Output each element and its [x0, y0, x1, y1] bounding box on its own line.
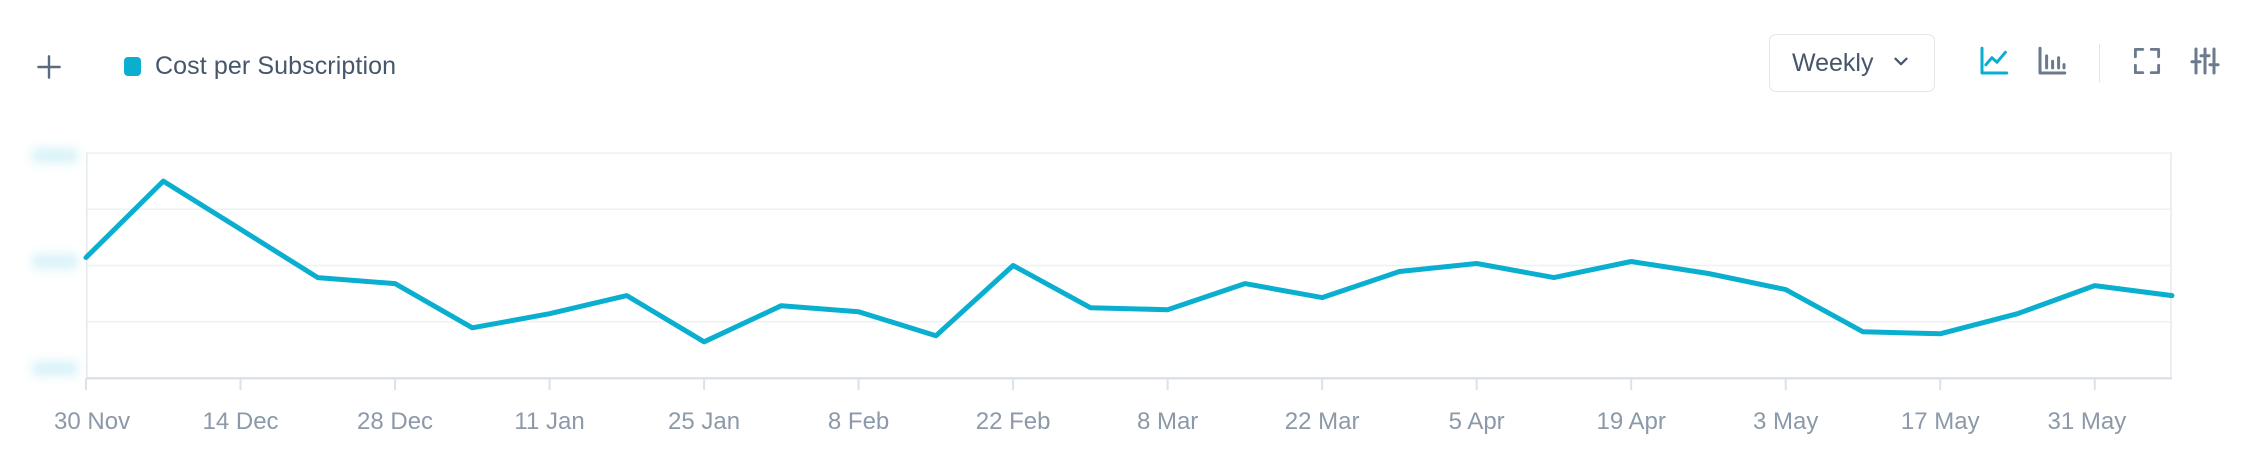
x-axis-labels: 30 Nov 14 Dec 28 Dec 11 Jan 25 Jan 8 Feb 22 Fe…: [0, 394, 2258, 462]
x-axis-label: 14 Dec: [202, 408, 279, 435]
bar-chart-toggle[interactable]: [2023, 34, 2081, 92]
y-axis-label-redacted: [32, 254, 78, 269]
granularity-value: Weekly: [1791, 48, 1874, 77]
chevron-down-icon: [1890, 50, 1912, 77]
legend-label: Cost per Subscription: [155, 52, 397, 80]
plus-icon: [32, 50, 66, 84]
x-axis-label: 8 Feb: [827, 408, 890, 435]
plot-canvas[interactable]: [83, 104, 2175, 394]
series-line-cost-per-subscription: [83, 178, 2175, 345]
x-axis-label: 31 May: [2047, 408, 2127, 435]
chart-controls: Weekly: [1768, 34, 2234, 92]
x-axis-label: 8 Mar: [1136, 408, 1199, 435]
fullscreen-icon: [2130, 44, 2164, 83]
chart-area: 30 Nov 14 Dec 28 Dec 11 Jan 25 Jan 8 Feb 22 Fe…: [0, 104, 2258, 462]
chart-svg: [83, 152, 2175, 390]
y-axis-label-redacted: [32, 148, 78, 163]
line-chart-toggle[interactable]: [1965, 34, 2023, 92]
y-axis-label-redacted: [32, 361, 78, 376]
fullscreen-button[interactable]: [2118, 34, 2176, 92]
y-axis-labels: [0, 104, 86, 394]
x-axis-ticks: [85, 378, 2096, 390]
sliders-icon: [2187, 43, 2223, 84]
widget-header: Cost per Subscription Weekly: [0, 0, 2258, 104]
x-axis-label: 22 Feb: [975, 408, 1051, 435]
x-axis-label: 28 Dec: [357, 408, 434, 435]
bar-chart-icon: [2034, 43, 2070, 84]
gridlines: [86, 152, 2172, 379]
chart-settings-button[interactable]: [2176, 34, 2234, 92]
x-axis-label: 19 Apr: [1596, 408, 1666, 435]
granularity-select[interactable]: Weekly: [1768, 34, 1935, 92]
add-series-button[interactable]: [30, 48, 68, 86]
x-axis-label: 3 May: [1753, 408, 1819, 435]
x-axis-label: 25 Jan: [668, 408, 741, 435]
x-axis-label: 30 Nov: [54, 408, 131, 435]
x-axis-label: 22 Mar: [1284, 408, 1360, 435]
x-axis-label: 5 Apr: [1448, 408, 1505, 435]
toolbar-divider: [2098, 44, 2100, 82]
x-axis-label: 17 May: [1900, 408, 1980, 435]
legend-item-cost-per-subscription[interactable]: Cost per Subscription: [124, 52, 396, 81]
x-axis-label: 11 Jan: [514, 408, 585, 435]
line-chart-icon: [1976, 43, 2012, 84]
legend-color-swatch: [124, 57, 141, 76]
